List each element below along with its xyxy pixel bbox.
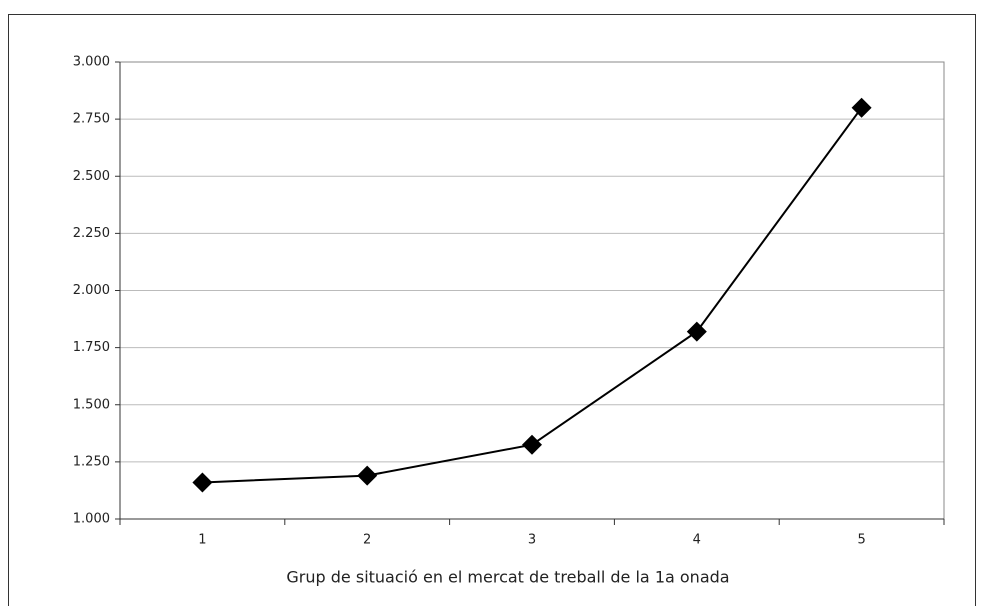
y-tick-label: 1.000 — [73, 512, 110, 527]
marker — [686, 321, 707, 342]
y-tick-label: 2.750 — [73, 112, 110, 127]
x-axis-title: Grup de situació en el mercat de treball… — [286, 568, 729, 587]
y-tick-label: 1.500 — [73, 397, 110, 412]
y-tick-label: 3.000 — [73, 55, 110, 70]
marker — [192, 472, 213, 493]
x-tick-label: 2 — [363, 533, 371, 548]
marker — [851, 97, 872, 118]
x-tick-label: 4 — [693, 533, 701, 548]
x-tick-label: 5 — [857, 533, 865, 548]
marker — [357, 465, 378, 486]
y-tick-label: 2.000 — [73, 283, 110, 298]
y-tick-label: 2.500 — [73, 169, 110, 184]
y-tick-label: 2.250 — [73, 226, 110, 241]
x-tick-label: 3 — [528, 533, 536, 548]
x-tick-label: 1 — [198, 533, 206, 548]
line — [202, 107, 863, 484]
marker — [522, 434, 542, 455]
y-tick-label: 1.250 — [73, 454, 110, 469]
y-tick-label: 1.750 — [73, 340, 110, 355]
chart-frame — [8, 14, 976, 606]
